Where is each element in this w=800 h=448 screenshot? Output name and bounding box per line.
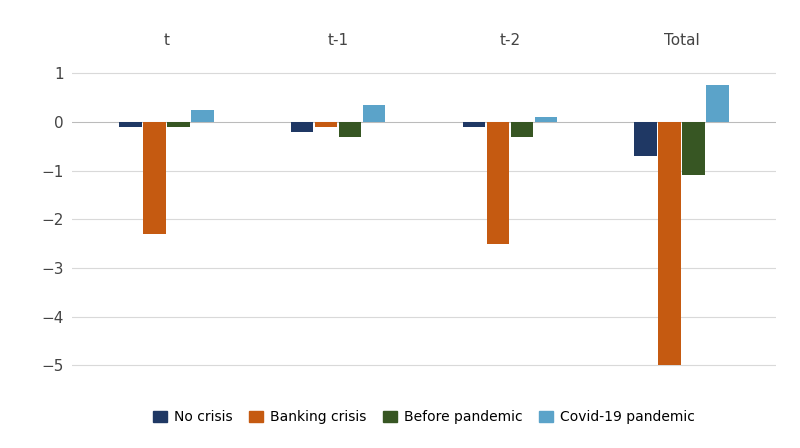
Bar: [486, 122, 509, 244]
Bar: [462, 122, 485, 127]
Bar: [291, 122, 314, 132]
Bar: [339, 122, 362, 137]
Bar: [315, 122, 338, 127]
Bar: [682, 122, 705, 176]
Bar: [658, 122, 681, 366]
Bar: [706, 86, 729, 122]
Bar: [143, 122, 166, 234]
Bar: [167, 122, 190, 127]
Bar: [510, 122, 533, 137]
Legend: No crisis, Banking crisis, Before pandemic, Covid-19 pandemic: No crisis, Banking crisis, Before pandem…: [147, 405, 701, 430]
Bar: [534, 117, 557, 122]
Bar: [191, 110, 214, 122]
Bar: [634, 122, 657, 156]
Bar: [119, 122, 142, 127]
Bar: [363, 105, 386, 122]
